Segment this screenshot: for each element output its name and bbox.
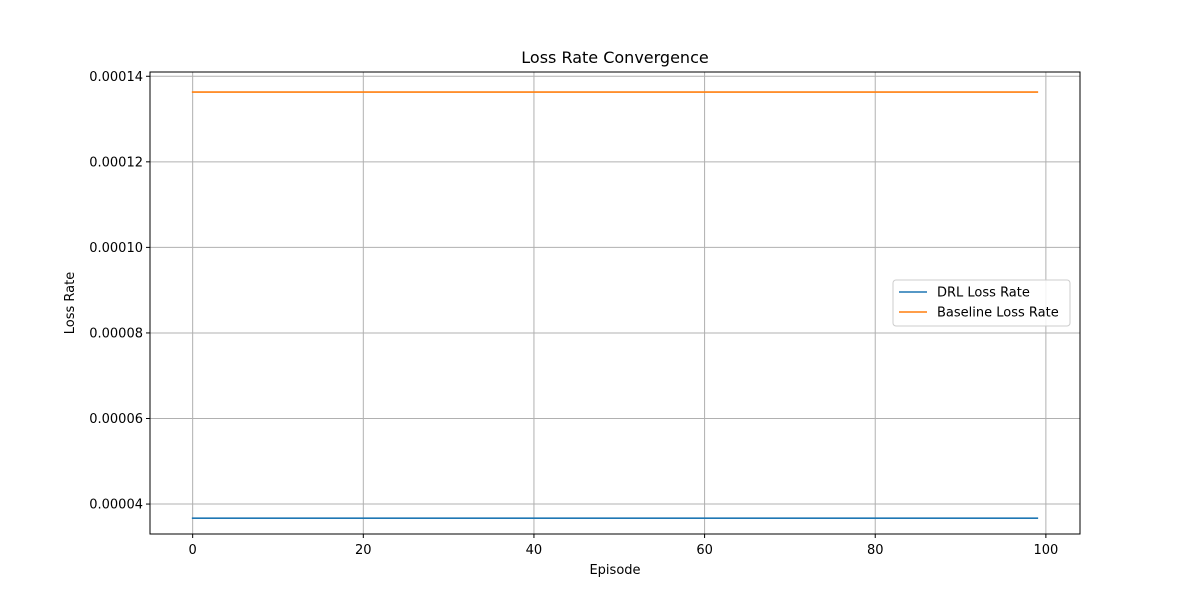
y-axis-label: Loss Rate [63, 272, 78, 334]
chart-title: Loss Rate Convergence [521, 48, 708, 67]
legend-label: DRL Loss Rate [937, 286, 1030, 301]
y-tick-label: 0.00006 [89, 412, 143, 427]
x-tick-label: 40 [526, 543, 543, 558]
series-lines [191, 91, 1039, 519]
y-tick-label: 0.00012 [89, 155, 143, 170]
legend-box [892, 279, 1071, 327]
legend-label: Baseline Loss Rate [937, 306, 1059, 321]
y-tick-label: 0.00010 [89, 241, 143, 256]
axis-ticks: 0 20 40 60 80 100 0.00004 0.00006 0.00008 0.00010… [89, 70, 1058, 558]
plot-area-frame [149, 71, 1081, 535]
x-axis-label: Episode [589, 563, 640, 578]
y-tick-label: 0.00008 [89, 326, 143, 341]
y-tick-label: 0.00004 [89, 498, 143, 513]
x-tick-label: 60 [696, 543, 713, 558]
x-tick-label: 20 [355, 543, 372, 558]
x-tick-label: 100 [1033, 543, 1058, 558]
x-tick-label: 80 [867, 543, 884, 558]
y-tick-label: 0.00014 [89, 70, 143, 85]
grid-lines [150, 72, 1080, 534]
x-tick-label: 0 [189, 543, 197, 558]
legend: DRL Loss Rate Baseline Loss Rate [892, 279, 1071, 327]
